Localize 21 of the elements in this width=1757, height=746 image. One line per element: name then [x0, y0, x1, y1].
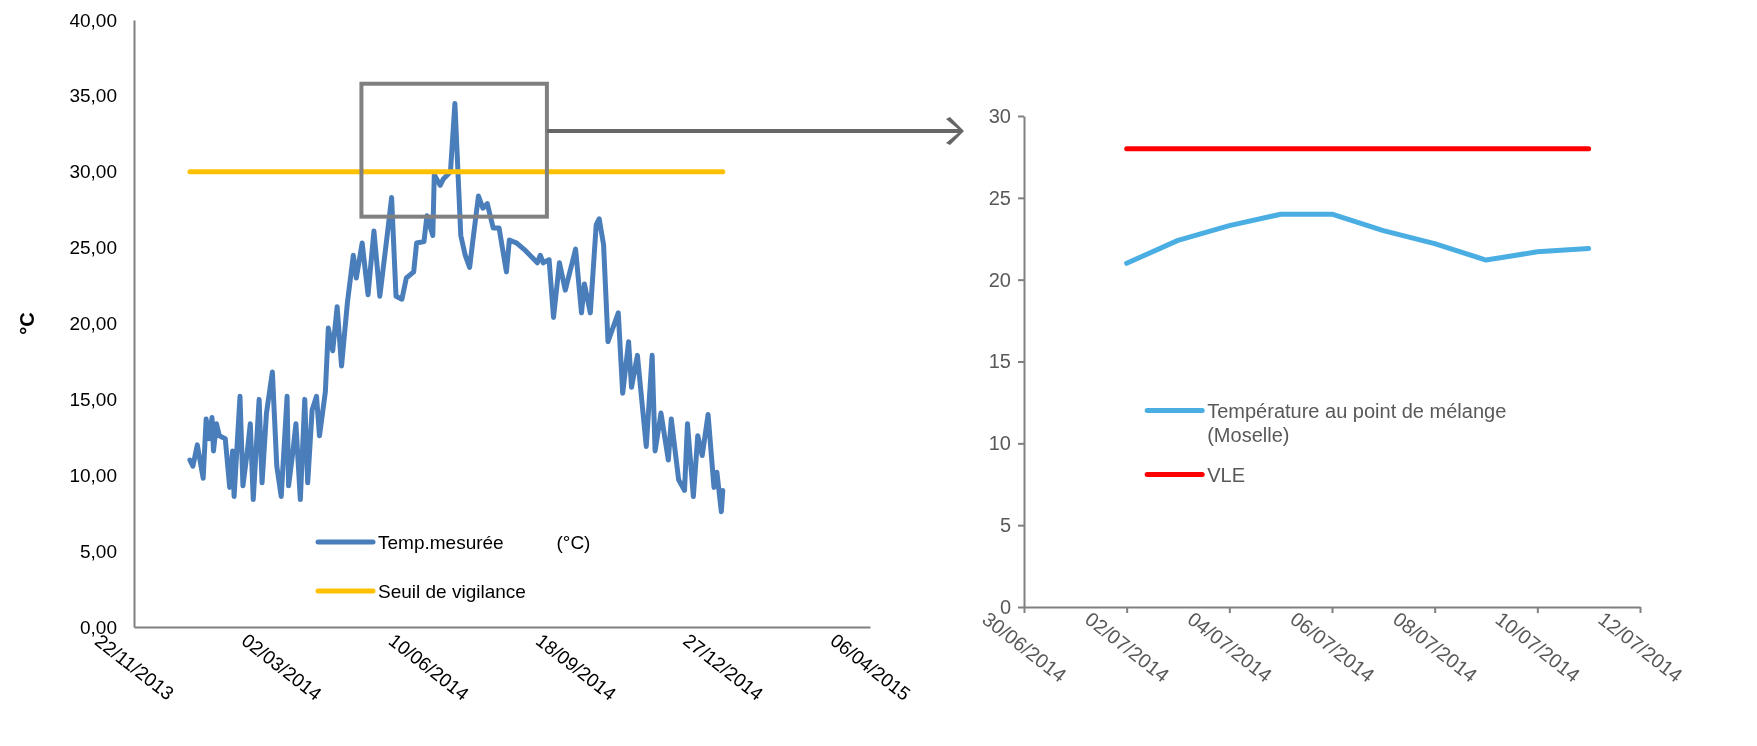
y-tick-label: 15: [988, 350, 1011, 373]
y-tick-label: 25,00: [69, 237, 117, 259]
y-tick-label: 20,00: [69, 313, 117, 335]
y-tick-label: 30,00: [69, 161, 117, 183]
legend-label: Seuil de vigilance: [378, 580, 526, 602]
y-tick-label: 0: [999, 595, 1011, 618]
y-tick-label: 5,00: [80, 540, 117, 562]
y-tick-label: 5: [999, 514, 1011, 537]
legend-label: VLE: [1207, 463, 1246, 486]
y-tick-label: 35,00: [69, 85, 117, 107]
y-tick-label: 10,00: [69, 464, 117, 486]
y-axis-title: °C: [16, 312, 38, 335]
y-tick-label: 10: [988, 432, 1011, 455]
y-tick-label: 20: [988, 268, 1011, 291]
y-tick-label: 25: [988, 186, 1011, 209]
y-tick-label: 0,00: [80, 616, 117, 638]
y-tick-label: 30: [988, 104, 1011, 127]
y-tick-label: 40,00: [69, 9, 117, 31]
legend-label: Temp.mesurée (°C): [378, 531, 591, 553]
y-tick-label: 15,00: [69, 388, 117, 410]
legend-label: Température au point de mélange (Moselle): [1207, 399, 1507, 446]
